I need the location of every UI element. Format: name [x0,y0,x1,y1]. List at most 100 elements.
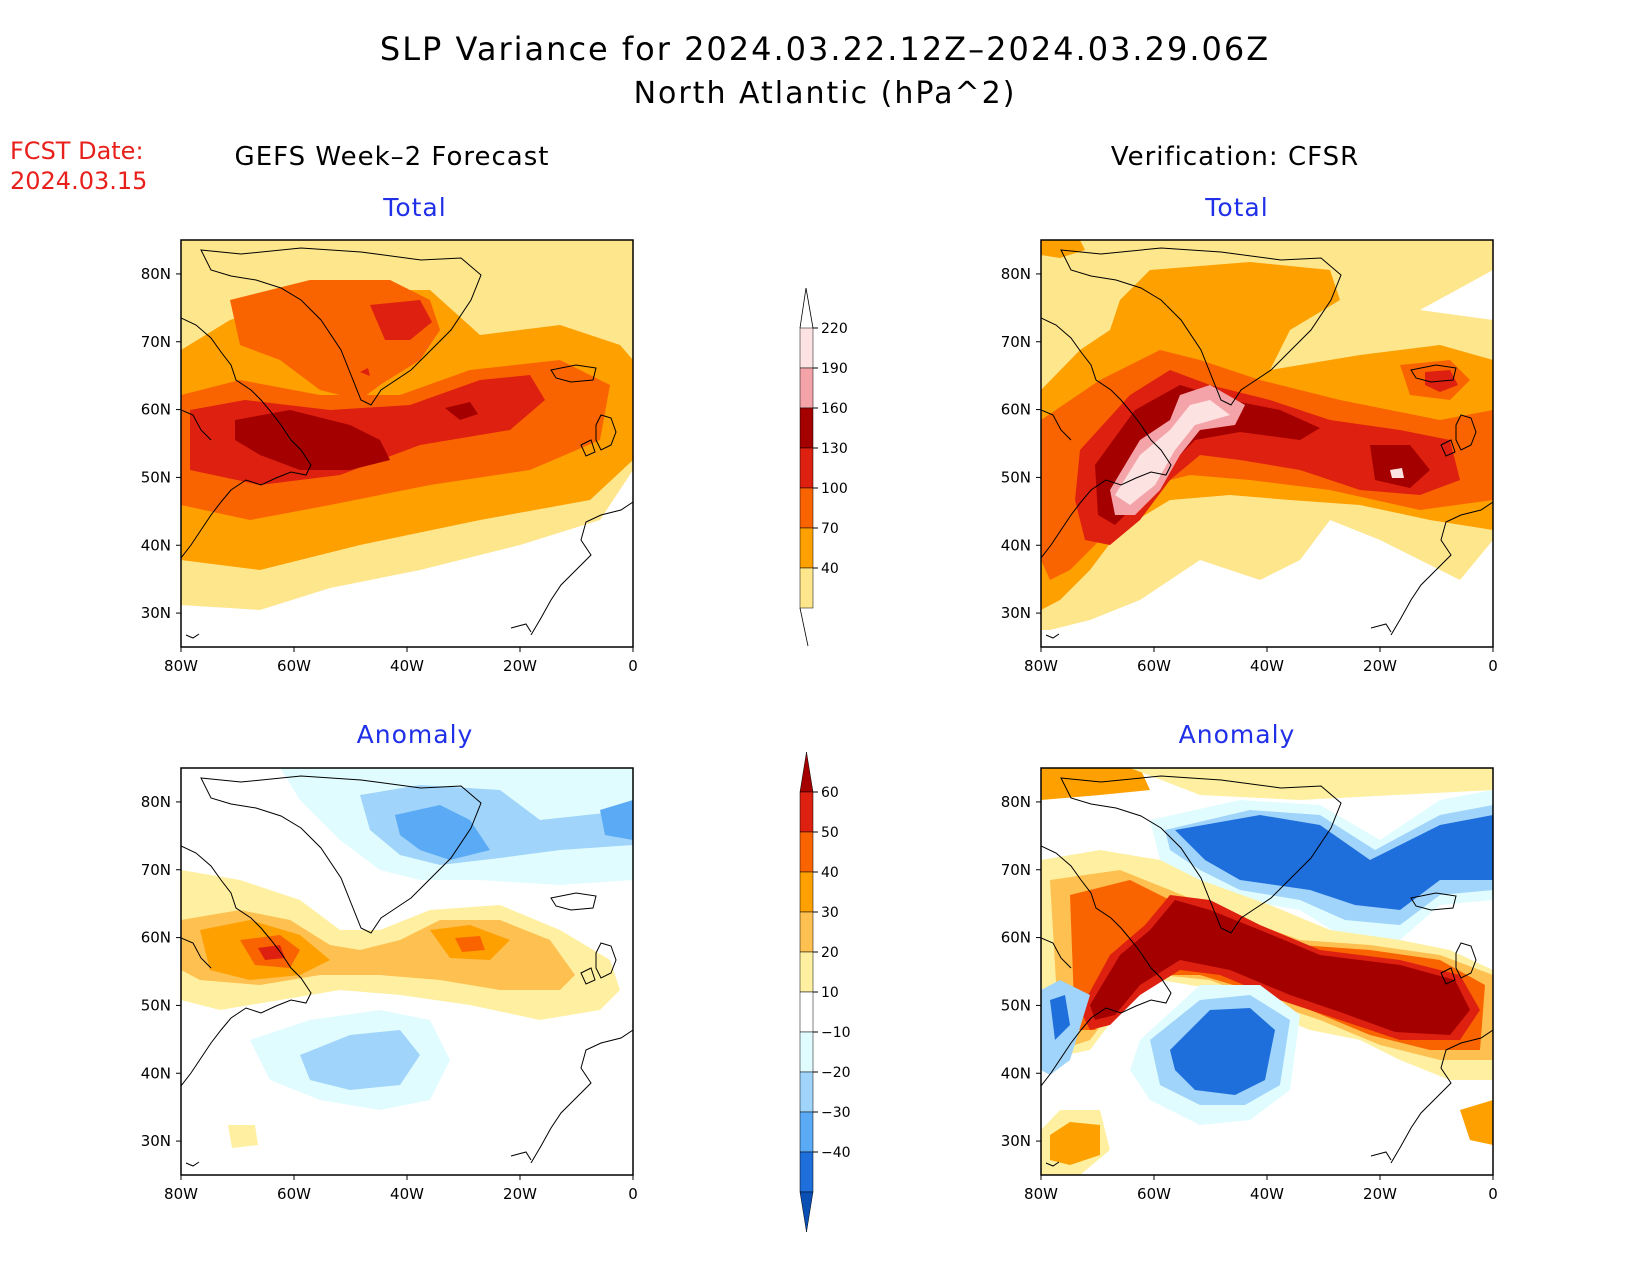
colorbar-label: 40 [821,561,839,577]
colorbar-segment [799,527,814,569]
panel-forecast-anomaly [181,768,633,1175]
colorbar-label: 30 [821,905,839,921]
colorbar-total: 220 190 160 130 100 70 40 [799,287,848,647]
lat-tick-label-forecast-total: 50N [141,468,171,486]
colorbar-segment [799,791,814,833]
panel-title-forecast-total: Total [383,193,447,222]
colorbar-segment [799,1111,814,1153]
colorbar-segment [799,991,814,1033]
lat-tick-label-forecast-total: 70N [141,333,171,351]
lat-tick-label-verification-total: 70N [1001,333,1031,351]
axis-tick-labels: 80N 70N 60N 50N 40N 30N 80W 60W 40W 20W 0 80N 70N 60N… [141,265,1498,1203]
colorbar-segment [799,567,814,609]
colorbar-segment [799,447,814,489]
colorbar-label: −30 [821,1105,851,1121]
colorbar-lower-arrow [799,607,809,647]
colorbar-label: 130 [821,441,848,457]
forecast-date-block: FCST Date: 2024.03.15 [10,136,147,196]
colorbar-label: 220 [821,321,848,337]
chart-subtitle: North Atlantic (hPa^2) [633,76,1017,111]
lon-tick-label-verification-total: 80W [1024,657,1058,675]
colorbar-label: −10 [821,1025,851,1041]
colorbar-label: 50 [821,825,839,841]
lat-tick-label-verification-anomaly: 60N [1001,929,1031,947]
colorbar-upper-arrow [799,287,814,329]
colorbar-segment [799,871,814,913]
colorbar-label: 70 [821,521,839,537]
lat-tick-label-verification-anomaly: 40N [1001,1064,1031,1082]
panel-title-verification-anomaly: Anomaly [1178,720,1296,749]
lat-tick-label-forecast-anomaly: 70N [141,861,171,879]
lon-tick-label-verification-total: 20W [1363,657,1397,675]
lat-tick-label-verification-anomaly: 30N [1001,1132,1031,1150]
colorbar-segment [799,831,814,873]
colorbar-segment [799,367,814,409]
colorbar-label: −20 [821,1065,851,1081]
lon-tick-label-verification-anomaly: 60W [1137,1185,1171,1203]
colorbar-label: −40 [821,1145,851,1161]
lat-tick-label-verification-anomaly: 80N [1001,793,1031,811]
lon-tick-label-verification-anomaly: 20W [1363,1185,1397,1203]
lat-tick-label-forecast-total: 30N [141,604,171,622]
panel-title-verification-total: Total [1205,193,1269,222]
colorbar-label: 20 [821,945,839,961]
lon-tick-label-verification-total: 0 [1488,657,1498,675]
panel-verification-anomaly [1041,768,1493,1175]
lat-tick-label-forecast-anomaly: 50N [141,996,171,1014]
colorbar-segment [799,1031,814,1073]
panel-title-forecast-anomaly: Anomaly [356,720,474,749]
colorbar-label: 190 [821,361,848,377]
colorbar-segment [799,1151,814,1193]
colorbar-segment [799,487,814,529]
axis-ticks [176,273,1494,1180]
lon-tick-label-forecast-anomaly: 80W [164,1185,198,1203]
lon-tick-label-forecast-total: 0 [628,657,638,675]
left-column-title: GEFS Week–2 Forecast [234,142,550,172]
lon-tick-label-forecast-total: 20W [503,657,537,675]
chart-title: SLP Variance for 2024.03.22.12Z–2024.03.… [379,30,1271,68]
lat-tick-label-verification-total: 30N [1001,604,1031,622]
lat-tick-label-verification-total: 50N [1001,468,1031,486]
lon-tick-label-verification-total: 40W [1250,657,1284,675]
colorbar-label: 40 [821,865,839,881]
colorbar-label: 60 [821,785,839,801]
lat-tick-label-forecast-total: 80N [141,265,171,283]
colorbar-label: 100 [821,481,848,497]
right-column-title: Verification: CFSR [1110,142,1360,172]
forecast-date-label: FCST Date: [10,137,144,165]
lat-tick-label-verification-total: 80N [1001,265,1031,283]
lon-tick-label-forecast-total: 60W [277,657,311,675]
colorbar-segment [799,951,814,993]
lon-tick-label-verification-anomaly: 40W [1250,1185,1284,1203]
lat-tick-label-forecast-anomaly: 80N [141,793,171,811]
lat-tick-label-forecast-total: 60N [141,401,171,419]
colorbar-segment [799,1071,814,1113]
colorbar-label: 160 [821,401,848,417]
panel-verification-total [1041,240,1493,647]
lat-tick-label-verification-anomaly: 50N [1001,996,1031,1014]
forecast-date-value: 2024.03.15 [10,167,148,195]
lat-tick-label-verification-total: 40N [1001,536,1031,554]
lon-tick-label-forecast-anomaly: 20W [503,1185,537,1203]
colorbar-segment [799,407,814,449]
lon-tick-label-forecast-total: 40W [390,657,424,675]
lon-tick-label-forecast-anomaly: 60W [277,1185,311,1203]
panel-forecast-total [181,240,633,647]
lat-tick-label-forecast-anomaly: 60N [141,929,171,947]
lon-tick-label-verification-anomaly: 0 [1488,1185,1498,1203]
lat-tick-label-forecast-anomaly: 30N [141,1132,171,1150]
colorbar-anomaly: 60 50 40 30 20 10 −10 −20 −30 −40 [799,751,851,1233]
colorbar-segment [799,911,814,953]
colorbar-segment [799,751,814,793]
lon-tick-label-forecast-total: 80W [164,657,198,675]
colorbar-segment [799,1191,814,1233]
lat-tick-label-forecast-total: 40N [141,536,171,554]
lon-tick-label-verification-anomaly: 80W [1024,1185,1058,1203]
lon-tick-label-forecast-anomaly: 0 [628,1185,638,1203]
lat-tick-label-forecast-anomaly: 40N [141,1064,171,1082]
colorbar-segment [799,327,814,369]
lon-tick-label-verification-total: 60W [1137,657,1171,675]
lat-tick-label-verification-total: 60N [1001,401,1031,419]
lat-tick-label-verification-anomaly: 70N [1001,861,1031,879]
